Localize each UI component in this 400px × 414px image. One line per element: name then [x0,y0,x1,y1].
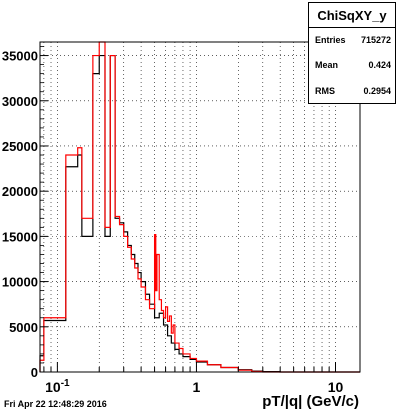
stats-value: 715272 [360,35,391,45]
stats-label: RMS [315,86,335,96]
y-tick-label: 25000 [2,139,38,154]
x-tick-label: 1 [193,379,201,395]
histogram-series-1 [39,41,360,373]
stats-label: Entries [315,35,346,45]
y-tick-label: 20000 [2,184,38,199]
stats-value: 0.424 [368,60,391,70]
stats-row-entries: Entries 715272 [315,35,391,49]
x-axis-label: pT/|q| (GeV/c) [262,393,359,410]
y-tick-label: 5000 [9,320,38,335]
y-tick-label: 35000 [2,49,38,64]
timestamp-footer: Fri Apr 22 12:48:29 2016 [4,399,107,409]
plot-frame [39,41,361,373]
y-tick-label: 0 [31,365,38,380]
stats-row-mean: Mean 0.424 [315,60,391,74]
stats-title: ChiSqXY_y [309,3,395,28]
x-tick-label: 10 [328,379,344,395]
y-tick-label: 10000 [2,275,38,290]
y-tick-label: 15000 [2,229,38,244]
stats-value: 0.2954 [363,86,391,96]
x-tick-label: 10-1 [45,378,70,395]
stats-row-rms: RMS 0.2954 [315,86,391,100]
y-tick-label: 30000 [2,94,38,109]
stats-box: ChiSqXY_y Entries 715272 Mean 0.424 RMS … [308,2,396,104]
stats-label: Mean [315,60,339,70]
